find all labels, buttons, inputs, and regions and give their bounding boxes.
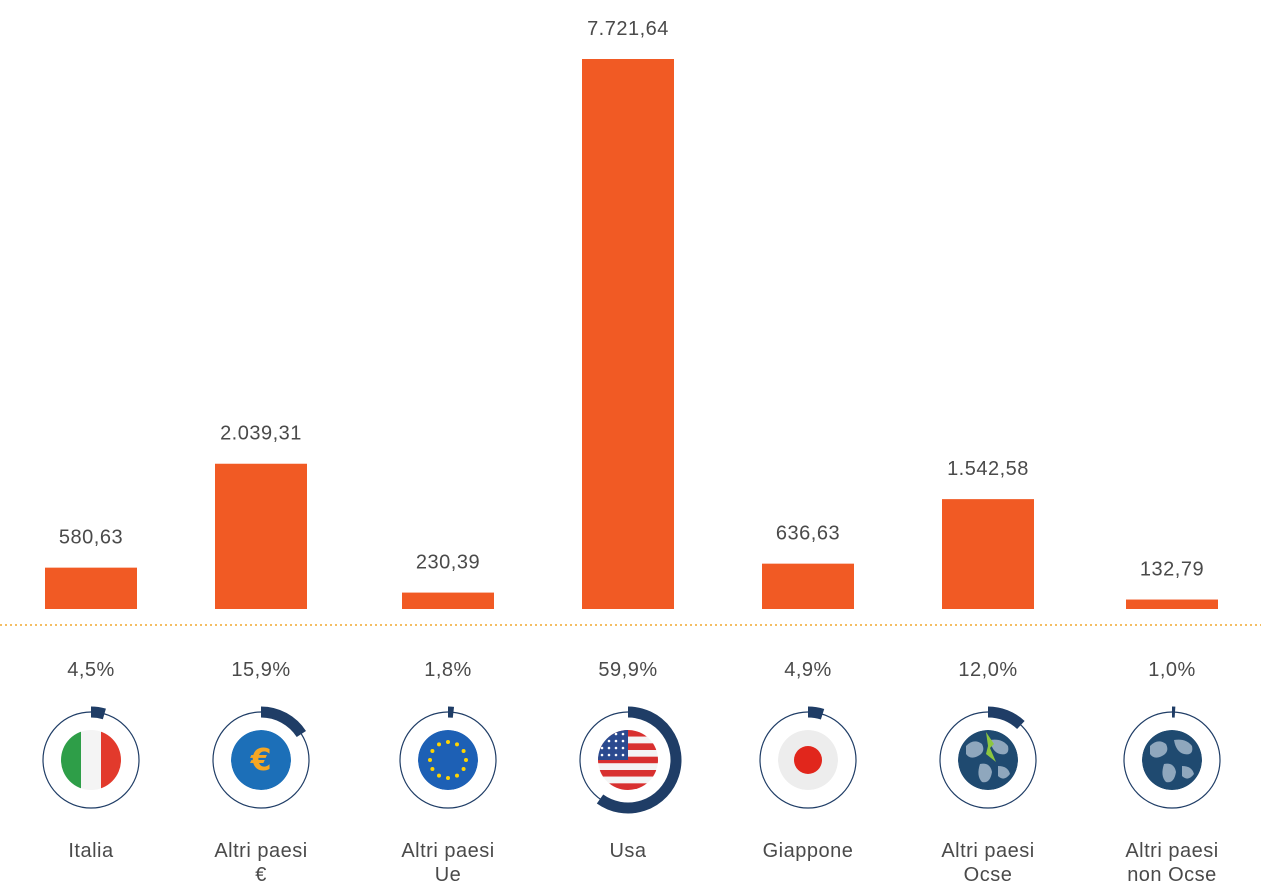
bar bbox=[762, 563, 854, 609]
italy-flag-icon bbox=[61, 730, 121, 790]
category-label: Altri paesi bbox=[214, 840, 307, 862]
category-label: Giappone bbox=[763, 840, 854, 862]
share-label: 59,9% bbox=[598, 659, 657, 681]
share-donut: € bbox=[212, 706, 310, 809]
category-label: Usa bbox=[609, 840, 646, 862]
share-label: 15,9% bbox=[231, 659, 290, 681]
bar-value-label: 7.721,64 bbox=[587, 18, 669, 40]
japan-flag-icon bbox=[778, 730, 838, 790]
category-label: Altri paesi bbox=[941, 840, 1034, 862]
category-label: Altri paesi bbox=[1125, 840, 1218, 862]
share-donut bbox=[42, 706, 140, 809]
share-label: 4,5% bbox=[67, 659, 115, 681]
euro-coin-icon: € bbox=[231, 730, 291, 790]
svg-text:€: € bbox=[250, 743, 272, 778]
share-label: 1,8% bbox=[424, 659, 472, 681]
bar-value-label: 636,63 bbox=[776, 523, 840, 545]
share-donut bbox=[399, 706, 497, 809]
share-donut bbox=[1123, 706, 1221, 809]
category-label: Italia bbox=[68, 840, 114, 862]
share-donut bbox=[939, 706, 1037, 809]
share-arc bbox=[807, 706, 825, 720]
share-label: 1,0% bbox=[1148, 659, 1196, 681]
category-label: Altri paesi bbox=[401, 840, 494, 862]
share-donut bbox=[759, 706, 857, 809]
share-label: 4,9% bbox=[784, 659, 832, 681]
bar-value-label: 132,79 bbox=[1140, 559, 1204, 581]
bar-value-label: 230,39 bbox=[416, 552, 480, 574]
category-label: non Ocse bbox=[1127, 864, 1217, 886]
share-label: 12,0% bbox=[958, 659, 1017, 681]
share-donut bbox=[579, 706, 682, 814]
category-label: € bbox=[255, 864, 267, 886]
bar bbox=[942, 499, 1034, 609]
category-label: Ue bbox=[435, 864, 462, 886]
bar bbox=[215, 463, 307, 609]
bar bbox=[402, 592, 494, 609]
bar bbox=[1126, 599, 1218, 609]
globe-ocse-icon bbox=[958, 730, 1018, 790]
category-label: Ocse bbox=[964, 864, 1013, 886]
usa-flag-icon bbox=[598, 730, 658, 790]
bar-value-label: 580,63 bbox=[59, 527, 123, 549]
share-arc bbox=[987, 706, 1025, 730]
bar-value-label: 1.542,58 bbox=[947, 458, 1029, 480]
share-arc bbox=[596, 706, 682, 814]
bar-value-label: 2.039,31 bbox=[220, 423, 302, 445]
bar bbox=[45, 567, 137, 609]
bar bbox=[582, 59, 674, 609]
eu-flag-icon bbox=[418, 730, 478, 790]
share-arc bbox=[260, 706, 306, 738]
globe-non-ocse-icon bbox=[1142, 730, 1202, 790]
share-arc bbox=[90, 706, 106, 720]
